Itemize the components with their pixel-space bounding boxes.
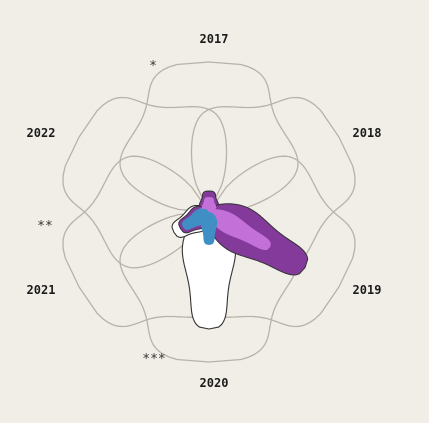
category-label-2019: 2019 <box>353 283 382 297</box>
significance-2017: * <box>149 59 157 74</box>
significance-2021: ** <box>37 219 53 234</box>
petal-small-2017 <box>201 197 217 212</box>
category-label-2017: 2017 <box>200 32 229 46</box>
petal-outline-2017 <box>119 61 299 213</box>
category-label-2022: 2022 <box>27 126 56 140</box>
category-label-2021: 2021 <box>27 283 56 297</box>
petal-blue-2021 <box>182 208 210 230</box>
petal-outline-2022 <box>62 96 228 269</box>
significance-2020: *** <box>142 352 165 367</box>
petal-small-2019 <box>208 209 271 251</box>
inner-shape-group <box>171 190 309 330</box>
category-label-2020: 2020 <box>200 376 229 390</box>
category-label-2018: 2018 <box>353 126 382 140</box>
